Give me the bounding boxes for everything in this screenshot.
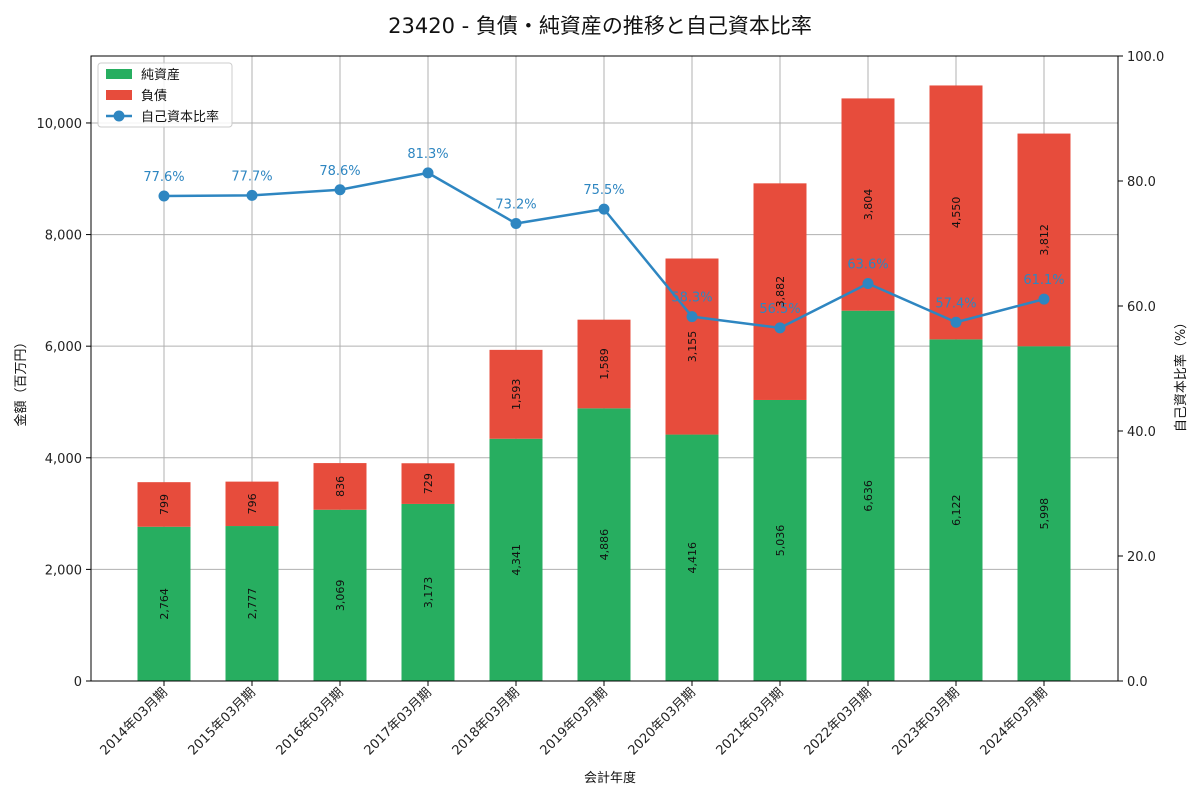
y-tick-label-left: 10,000 [37, 117, 83, 132]
ratio-point [862, 278, 874, 289]
data-labels: 2,764 799 2,777 796 3,069 836 3,173 729 4,341 1,5… [158, 189, 1051, 620]
bar-label-liabilities: 3,812 [1038, 224, 1051, 256]
bar-label-equity: 4,886 [598, 529, 611, 561]
ratio-label: 78.6% [319, 164, 360, 179]
legend-label-ratio: 自己資本比率 [141, 109, 219, 125]
legend-swatch-ratio-marker [113, 110, 125, 122]
ratio-label: 63.6% [847, 258, 888, 273]
ratio-point [422, 167, 434, 179]
bar-liabilities [577, 319, 631, 409]
y-axis-title-left: 金額（百万円） [13, 335, 29, 426]
bars [137, 85, 1071, 681]
bar-liabilities [137, 482, 191, 527]
ratio-label: 57.4% [935, 296, 976, 311]
bar-liabilities [313, 463, 367, 510]
y-tick-label-right: 20.0 [1127, 550, 1156, 565]
bar-label-equity: 5,998 [1038, 498, 1051, 530]
bar-equity [841, 310, 895, 681]
legend-label-equity: 純資産 [141, 67, 180, 83]
legend-swatch-liabilities [106, 90, 132, 100]
bar-equity [225, 526, 279, 681]
bar-liabilities [489, 349, 543, 439]
y-tick-label-right: 60.0 [1127, 300, 1156, 315]
bar-label-liabilities: 836 [334, 476, 347, 497]
bar-equity [489, 438, 543, 681]
bar-label-equity: 4,416 [686, 542, 699, 574]
x-axis-title: 会計年度 [584, 770, 636, 786]
bar-label-liabilities: 3,804 [862, 189, 875, 221]
bar-label-liabilities: 3,155 [686, 331, 699, 363]
bar-liabilities [1017, 133, 1071, 347]
ratio-point [774, 322, 786, 334]
ratio-label: 73.2% [495, 198, 536, 213]
ratio-label: 58.3% [671, 291, 712, 306]
chart-title: 23420 - 負債・純資産の推移と自己資本比率 [388, 14, 812, 38]
ratio-point [510, 218, 522, 229]
bar-label-liabilities: 796 [246, 493, 259, 514]
bar-label-equity: 2,764 [158, 588, 171, 620]
bar-label-liabilities: 799 [158, 494, 171, 515]
y-tick-label-left: 2,000 [45, 563, 82, 578]
ratio-point [950, 316, 962, 328]
ratio-point [686, 311, 698, 323]
bar-liabilities [929, 85, 983, 340]
ratio-point [334, 184, 346, 196]
bar-label-liabilities: 1,589 [598, 348, 611, 380]
y-tick-label-left: 0 [74, 675, 82, 690]
bar-label-liabilities: 729 [422, 473, 435, 494]
bar-liabilities [753, 183, 807, 400]
ratio-point [246, 189, 258, 201]
bar-label-equity: 6,636 [862, 480, 875, 512]
bar-equity [577, 408, 631, 681]
ratio-point [158, 190, 170, 202]
bar-liabilities [401, 463, 455, 504]
ratio-label: 61.1% [1023, 273, 1064, 288]
bar-equity [1017, 346, 1071, 681]
bar-label-liabilities: 4,550 [950, 197, 963, 229]
bar-label-equity: 4,341 [510, 544, 523, 576]
y-tick-label-left: 8,000 [45, 229, 82, 244]
bar-label-equity: 6,122 [950, 494, 963, 526]
ratio-label: 81.3% [407, 147, 448, 162]
y-tick-label-right: 100.0 [1127, 50, 1164, 65]
bar-equity [137, 526, 191, 681]
bar-equity [753, 399, 807, 681]
legend-label-liabilities: 負債 [141, 89, 167, 104]
ratio-point [1038, 293, 1050, 305]
bar-label-liabilities: 1,593 [510, 379, 523, 411]
y-tick-label-left: 4,000 [45, 452, 82, 467]
bar-liabilities [841, 98, 895, 311]
y-axis-title-right: 自己資本比率（%） [1173, 316, 1189, 432]
y-tick-label-left: 6,000 [45, 340, 82, 355]
bar-label-equity: 2,777 [246, 588, 259, 620]
ratio-point [598, 203, 610, 215]
bar-label-liabilities: 3,882 [774, 276, 787, 308]
y-tick-label-right: 0.0 [1127, 675, 1148, 690]
ratio-label: 56.5% [759, 302, 800, 317]
bar-label-equity: 3,069 [334, 580, 347, 612]
bar-equity [401, 503, 455, 681]
legend-swatch-equity [106, 69, 132, 79]
y-tick-label-right: 40.0 [1127, 425, 1156, 440]
bar-label-equity: 5,036 [774, 525, 787, 557]
bar-label-equity: 3,173 [422, 577, 435, 609]
ratio-label: 77.6% [143, 170, 184, 185]
bar-equity [313, 509, 367, 681]
ratio-label: 75.5% [583, 183, 624, 198]
ratio-line-series: 77.6% 77.7% 78.6% 81.3% 73.2% 75.5% 58.3% 56.5%… [143, 147, 1065, 334]
ratio-label: 77.7% [231, 169, 272, 184]
bar-liabilities [665, 258, 719, 435]
bar-liabilities [225, 481, 279, 527]
y-tick-label-right: 80.0 [1127, 175, 1156, 190]
bar-equity [665, 434, 719, 681]
bar-equity [929, 339, 983, 681]
